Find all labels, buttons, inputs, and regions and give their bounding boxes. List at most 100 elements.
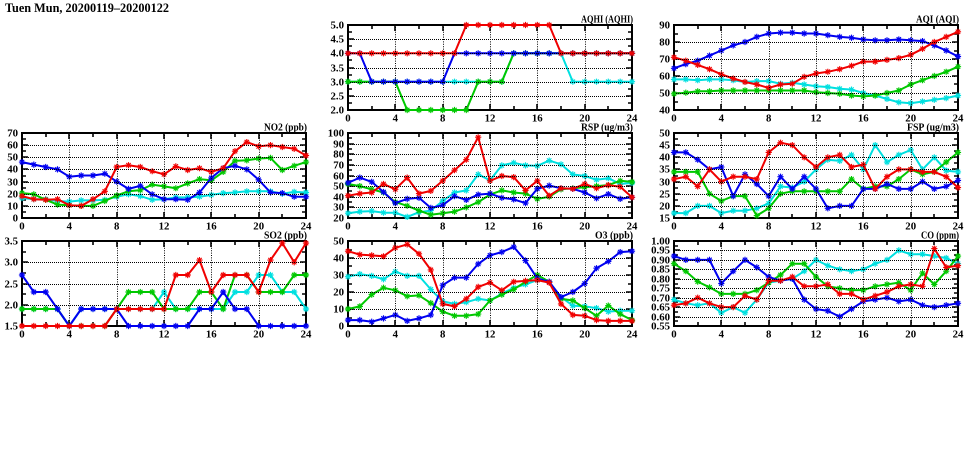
svg-text:2.0: 2.0 (5, 300, 19, 312)
svg-text:CO (ppm): CO (ppm) (921, 231, 959, 242)
svg-text:8: 8 (766, 329, 772, 341)
svg-text:60: 60 (333, 171, 344, 183)
svg-text:2.5: 2.5 (331, 91, 345, 103)
svg-text:8: 8 (440, 113, 446, 125)
svg-text:0.65: 0.65 (651, 302, 670, 314)
svg-text:24: 24 (953, 329, 964, 341)
svg-text:16: 16 (532, 113, 543, 125)
svg-text:24: 24 (627, 221, 638, 233)
svg-text:O3 (ppb): O3 (ppb) (595, 231, 633, 242)
svg-text:8: 8 (114, 329, 120, 341)
svg-text:4.5: 4.5 (331, 34, 345, 46)
svg-text:40: 40 (7, 164, 18, 176)
svg-text:16: 16 (206, 221, 217, 233)
svg-text:0.55: 0.55 (651, 321, 670, 333)
svg-text:0: 0 (19, 329, 24, 341)
svg-text:50: 50 (659, 88, 670, 100)
svg-text:12: 12 (159, 221, 170, 233)
svg-text:30: 30 (7, 177, 18, 189)
svg-text:16: 16 (206, 329, 217, 341)
svg-text:8: 8 (114, 221, 120, 233)
svg-text:45: 45 (659, 140, 670, 152)
svg-text:24: 24 (301, 221, 312, 233)
svg-text:20: 20 (333, 287, 344, 299)
svg-text:20: 20 (7, 189, 18, 201)
svg-text:2.0: 2.0 (331, 105, 345, 117)
svg-text:0.85: 0.85 (651, 264, 670, 276)
svg-text:24: 24 (627, 113, 638, 125)
svg-text:24: 24 (953, 221, 964, 233)
svg-text:20: 20 (579, 329, 590, 341)
svg-text:0.60: 0.60 (651, 312, 670, 324)
svg-text:30: 30 (659, 177, 670, 189)
svg-text:70: 70 (333, 160, 344, 172)
svg-text:20: 20 (905, 113, 916, 125)
svg-text:20: 20 (905, 221, 916, 233)
svg-text:8: 8 (440, 329, 446, 341)
svg-text:1.5: 1.5 (5, 321, 19, 333)
svg-text:8: 8 (766, 221, 772, 233)
svg-text:NO2 (ppb): NO2 (ppb) (264, 123, 307, 134)
svg-text:35: 35 (659, 164, 670, 176)
svg-text:20: 20 (905, 329, 916, 341)
svg-text:4: 4 (719, 113, 725, 125)
svg-text:0: 0 (13, 213, 18, 225)
svg-text:70: 70 (659, 54, 670, 66)
svg-text:FSP (ug/m3): FSP (ug/m3) (907, 123, 959, 134)
svg-text:0: 0 (671, 329, 676, 341)
svg-text:20: 20 (659, 201, 670, 213)
svg-text:50: 50 (333, 236, 344, 248)
svg-text:4: 4 (67, 221, 73, 233)
svg-text:4.0: 4.0 (331, 48, 345, 60)
svg-text:AQHI (AQHI): AQHI (AQHI) (581, 15, 633, 26)
svg-text:20: 20 (579, 113, 590, 125)
svg-text:0: 0 (345, 221, 350, 233)
svg-text:30: 30 (333, 270, 344, 282)
svg-text:4: 4 (393, 113, 399, 125)
svg-text:20: 20 (579, 221, 590, 233)
svg-text:RSP (ug/m3): RSP (ug/m3) (581, 123, 633, 134)
svg-text:40: 40 (659, 105, 670, 117)
svg-text:0: 0 (339, 321, 344, 333)
svg-text:0: 0 (671, 221, 676, 233)
svg-text:90: 90 (659, 20, 670, 32)
svg-text:0.70: 0.70 (651, 293, 670, 305)
svg-text:60: 60 (7, 140, 18, 152)
svg-text:12: 12 (485, 221, 496, 233)
svg-text:20: 20 (333, 213, 344, 225)
svg-text:10: 10 (7, 201, 18, 213)
svg-text:3.0: 3.0 (331, 77, 345, 89)
svg-text:3.5: 3.5 (331, 63, 345, 75)
svg-text:12: 12 (485, 113, 496, 125)
svg-text:12: 12 (811, 113, 822, 125)
svg-text:4: 4 (719, 221, 725, 233)
svg-text:0: 0 (19, 221, 24, 233)
svg-text:0.95: 0.95 (651, 245, 670, 257)
svg-text:50: 50 (659, 128, 670, 140)
svg-text:8: 8 (440, 221, 446, 233)
svg-text:40: 40 (333, 253, 344, 265)
svg-text:24: 24 (301, 329, 312, 341)
svg-text:16: 16 (858, 221, 869, 233)
svg-text:16: 16 (858, 329, 869, 341)
svg-text:SO2 (ppb): SO2 (ppb) (264, 231, 307, 242)
svg-text:0: 0 (345, 113, 350, 125)
svg-text:50: 50 (333, 181, 344, 193)
svg-text:100: 100 (328, 128, 344, 140)
svg-text:80: 80 (333, 149, 344, 161)
svg-text:0.80: 0.80 (651, 274, 670, 286)
svg-text:AQI (AQI): AQI (AQI) (916, 15, 959, 26)
svg-text:0: 0 (671, 113, 676, 125)
svg-text:24: 24 (627, 329, 638, 341)
svg-text:90: 90 (333, 139, 344, 151)
svg-text:5.0: 5.0 (331, 20, 345, 32)
svg-text:4: 4 (393, 221, 399, 233)
svg-text:0.75: 0.75 (651, 283, 670, 295)
svg-text:12: 12 (811, 329, 822, 341)
svg-text:10: 10 (333, 304, 344, 316)
svg-text:20: 20 (253, 221, 264, 233)
svg-text:Tuen Mun, 20200119–20200122: Tuen Mun, 20200119–20200122 (5, 1, 169, 15)
svg-text:8: 8 (766, 113, 772, 125)
svg-text:2.5: 2.5 (5, 279, 19, 291)
svg-text:30: 30 (333, 202, 344, 214)
